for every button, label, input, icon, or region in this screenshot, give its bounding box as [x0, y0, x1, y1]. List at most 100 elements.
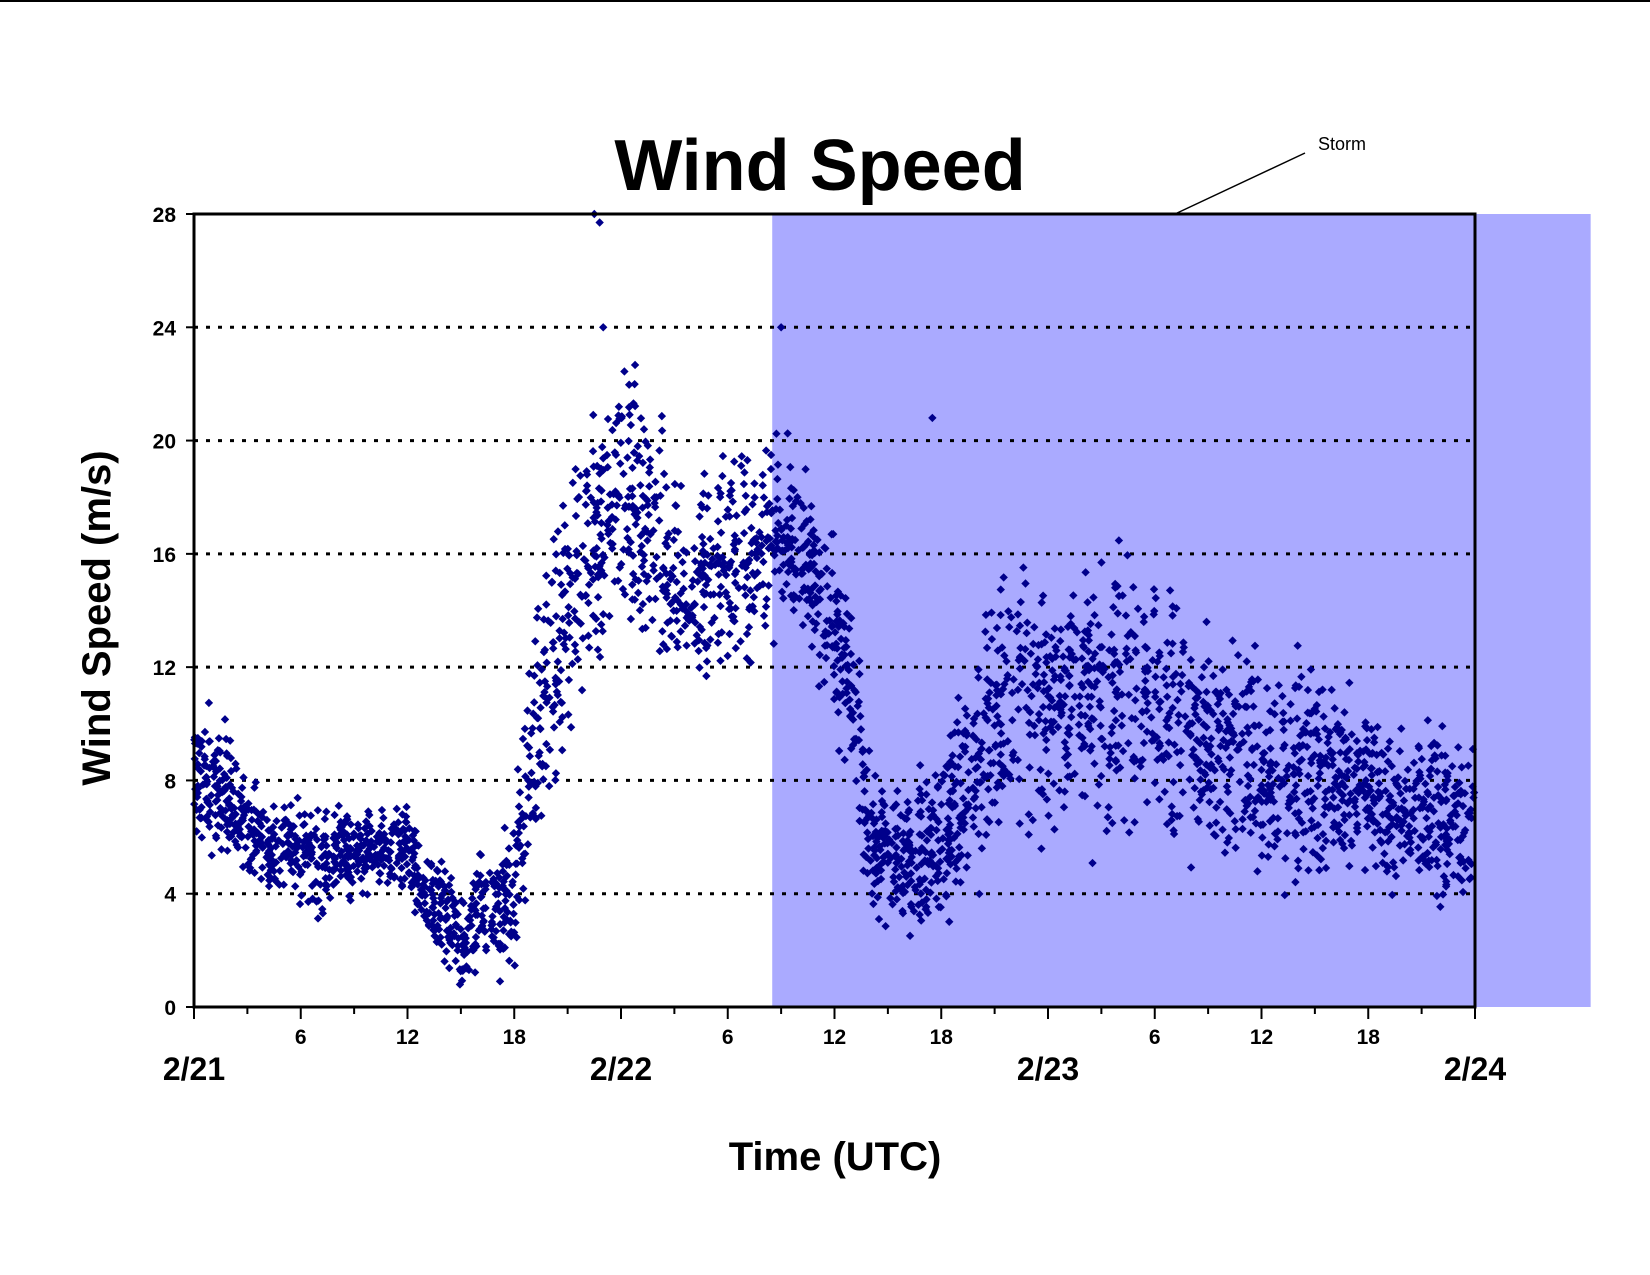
data-point — [571, 511, 581, 521]
data-point — [1299, 844, 1308, 854]
data-point — [428, 903, 438, 912]
data-point — [1369, 817, 1378, 826]
data-point — [577, 685, 587, 695]
data-point — [663, 580, 672, 590]
data-point — [740, 507, 749, 517]
data-point — [318, 909, 328, 918]
data-point — [829, 670, 839, 679]
data-point — [1446, 816, 1455, 825]
y-axis-title: Wind Speed (m/s) — [75, 450, 119, 785]
data-point — [811, 592, 820, 602]
data-point — [344, 853, 353, 862]
data-point — [1211, 831, 1220, 840]
data-point — [597, 534, 606, 543]
data-point — [1214, 757, 1223, 766]
data-point — [1316, 751, 1325, 761]
data-point — [1278, 743, 1288, 753]
data-point — [950, 762, 960, 771]
data-point — [1358, 763, 1368, 772]
data-point — [991, 740, 1000, 750]
data-point — [748, 500, 757, 509]
data-point — [1384, 812, 1394, 821]
data-point — [1467, 813, 1476, 823]
data-point — [655, 516, 664, 525]
data-point — [1328, 761, 1337, 770]
data-point — [589, 546, 598, 555]
data-point — [690, 599, 699, 609]
data-point — [499, 926, 508, 935]
data-point — [213, 821, 223, 830]
data-point — [1269, 813, 1278, 823]
data-point — [616, 438, 626, 447]
data-point — [238, 816, 248, 825]
data-point — [1202, 760, 1211, 769]
data-point — [1319, 756, 1329, 766]
data-point — [1284, 761, 1294, 770]
data-point — [1183, 722, 1192, 731]
data-point — [1280, 890, 1289, 900]
data-point — [1293, 856, 1303, 865]
data-point — [554, 677, 564, 686]
data-point — [477, 911, 487, 920]
data-point — [1277, 775, 1287, 785]
data-point — [251, 807, 261, 816]
data-point — [854, 735, 864, 745]
data-point — [750, 479, 759, 488]
data-point — [389, 820, 399, 829]
data-point — [1155, 698, 1164, 707]
data-point — [495, 977, 505, 986]
data-point — [706, 534, 715, 544]
data-point — [1096, 721, 1105, 730]
data-point — [565, 633, 574, 642]
data-point — [1360, 865, 1370, 875]
data-point — [807, 502, 816, 511]
data-point — [856, 711, 865, 721]
data-point — [964, 800, 973, 809]
data-point — [1113, 692, 1122, 702]
data-point — [789, 595, 798, 604]
data-point — [623, 533, 632, 543]
data-point — [697, 625, 706, 634]
data-point — [480, 926, 490, 936]
data-point — [1230, 697, 1240, 706]
data-point — [1385, 804, 1394, 813]
data-point — [1000, 679, 1009, 689]
data-point — [520, 896, 530, 905]
data-point — [1392, 821, 1401, 831]
data-point — [770, 567, 780, 576]
data-point — [219, 769, 229, 779]
data-point — [1168, 639, 1177, 648]
data-point — [214, 785, 224, 795]
y-tick-label: 28 — [153, 204, 177, 227]
data-point — [1210, 766, 1219, 775]
data-point — [898, 881, 908, 890]
data-point — [1294, 864, 1303, 873]
data-point — [931, 861, 941, 871]
data-point — [1388, 798, 1398, 807]
data-point — [1214, 691, 1223, 701]
data-point — [1247, 745, 1257, 755]
data-point — [790, 535, 800, 545]
data-point — [1066, 619, 1075, 629]
data-point — [1354, 788, 1363, 798]
data-point — [630, 595, 639, 604]
data-point — [1395, 841, 1405, 850]
data-point — [1080, 742, 1089, 751]
data-point — [404, 869, 414, 878]
data-point — [917, 859, 926, 869]
data-point — [759, 611, 769, 621]
data-point — [335, 831, 344, 840]
data-point — [846, 649, 856, 659]
data-point — [1396, 789, 1405, 798]
data-point — [1013, 685, 1023, 695]
data-point — [349, 832, 358, 842]
data-point — [1202, 617, 1211, 627]
data-point — [719, 566, 728, 575]
data-point — [787, 554, 796, 563]
data-point — [1385, 737, 1394, 746]
data-point — [604, 529, 613, 539]
data-point — [987, 608, 996, 617]
data-point — [568, 573, 577, 582]
data-point — [947, 852, 956, 861]
data-point — [868, 799, 878, 809]
